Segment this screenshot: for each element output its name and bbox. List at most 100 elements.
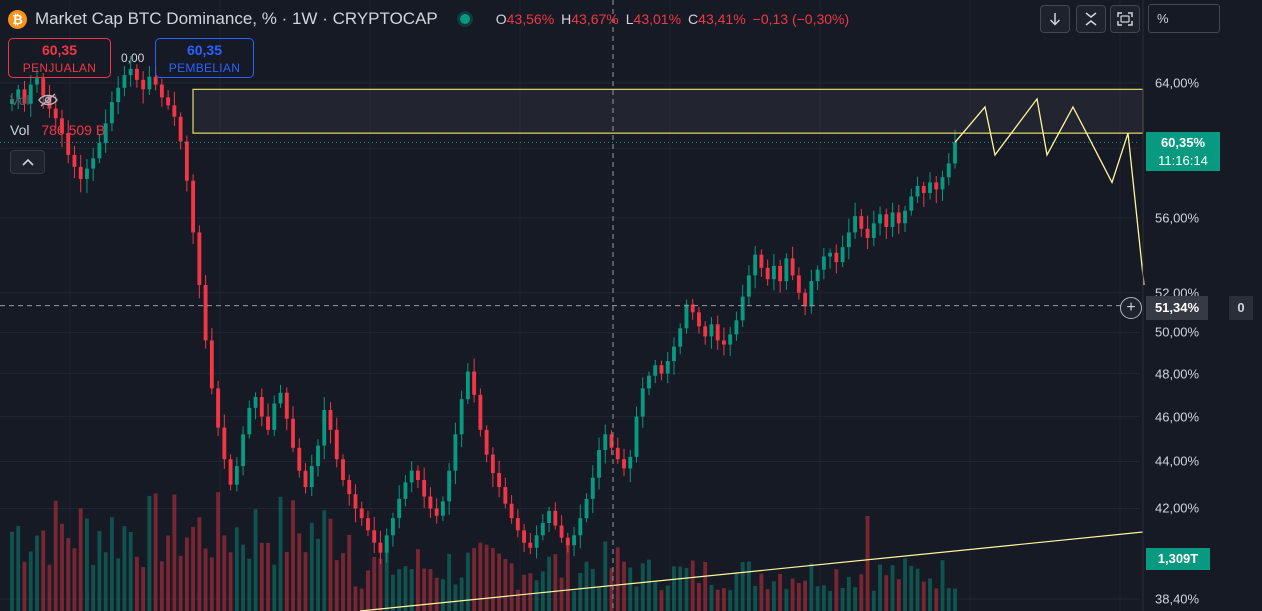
candle-body xyxy=(147,76,152,90)
axis-tick-label: 56,00% xyxy=(1155,210,1200,226)
candle-body xyxy=(859,216,864,229)
candle-body xyxy=(634,416,639,457)
scale-input[interactable]: % xyxy=(1148,4,1220,33)
volume-bar xyxy=(653,581,658,611)
volume-bar xyxy=(784,588,789,611)
candle-body xyxy=(784,258,789,282)
collapse-button[interactable] xyxy=(1076,5,1106,33)
volume-bar xyxy=(565,543,570,611)
candle-body xyxy=(846,232,851,248)
candle-body xyxy=(440,501,445,516)
volume-bar xyxy=(453,584,458,611)
eye-off-icon[interactable] xyxy=(37,92,59,108)
bitcoin-icon: ₿ xyxy=(8,9,27,29)
add-alert-button[interactable]: + xyxy=(1120,297,1142,319)
crosshair-extra-label: 0 xyxy=(1229,296,1253,320)
volume-bar xyxy=(740,561,745,611)
candle-body xyxy=(328,410,333,430)
volume-bar xyxy=(97,531,102,611)
volume-bar xyxy=(72,548,77,611)
axis-tick-label: 48,00% xyxy=(1155,366,1200,382)
volume-bar xyxy=(247,558,252,611)
volume-bar xyxy=(615,547,620,611)
axis-tick-label: 64,00% xyxy=(1155,75,1200,91)
volume-bar xyxy=(903,558,907,611)
fullscreen-icon xyxy=(1117,12,1133,26)
candle-body xyxy=(547,510,552,524)
volume-bar xyxy=(216,492,221,611)
candle-body xyxy=(241,434,246,467)
candle-body xyxy=(428,496,433,509)
volume-bar xyxy=(222,535,227,611)
candle-body xyxy=(465,371,470,400)
candle-body xyxy=(578,518,583,536)
candle-body xyxy=(778,265,783,282)
candle-body xyxy=(628,456,633,469)
last-price-label: 60,35% 11:16:14 xyxy=(1146,132,1220,171)
volume-bar xyxy=(184,537,189,611)
buy-price: 60,35 xyxy=(186,42,223,58)
candle-body xyxy=(528,542,533,548)
volume-bar xyxy=(622,561,626,611)
candle-body xyxy=(565,537,570,546)
projection-path xyxy=(954,97,1145,286)
volume-bar xyxy=(940,560,945,611)
volume-bar xyxy=(909,565,914,611)
candle-body xyxy=(884,214,889,227)
candle-body xyxy=(896,212,901,224)
volume-bar xyxy=(840,587,845,611)
candle-body xyxy=(322,410,327,446)
volume-bar xyxy=(128,532,133,611)
volume-bar xyxy=(497,553,502,611)
volume-bar xyxy=(659,590,664,611)
candle-body xyxy=(453,434,458,471)
candle-body xyxy=(759,254,764,268)
volume-bar xyxy=(522,574,527,611)
resistance-zone xyxy=(192,88,1144,134)
candle-body xyxy=(266,416,270,430)
volume-bar xyxy=(403,566,408,611)
collapse-icon xyxy=(1085,12,1097,26)
volume-last-label: 1,309T xyxy=(1146,548,1210,570)
sell-button[interactable]: 60,35 PENJUALAN xyxy=(8,38,111,78)
candle-body xyxy=(97,143,102,159)
candle-body xyxy=(903,210,907,224)
candle-body xyxy=(796,275,801,293)
fullscreen-button[interactable] xyxy=(1110,5,1140,33)
candle-body xyxy=(316,445,320,467)
sell-price: 60,35 xyxy=(41,42,78,58)
hidden-volume-legend[interactable]: Vol xyxy=(10,92,59,108)
volume-bar xyxy=(159,561,164,611)
volume-bar xyxy=(746,561,751,611)
buy-button[interactable]: 60,35 PEMBELIAN xyxy=(155,38,254,78)
arrow-down-icon xyxy=(1049,13,1061,26)
candle-body xyxy=(865,228,870,238)
candle-body xyxy=(665,361,670,374)
candle-body xyxy=(447,470,452,502)
scroll-to-realtime-button[interactable] xyxy=(1040,5,1070,33)
candle-body xyxy=(553,510,558,526)
candle-body xyxy=(116,87,121,103)
volume-bar xyxy=(35,535,39,611)
sell-label: PENJUALAN xyxy=(22,61,97,75)
candle-body xyxy=(259,397,264,417)
volume-bar xyxy=(559,577,564,611)
candle-body xyxy=(809,281,814,307)
volume-bar xyxy=(228,552,233,611)
symbol-title[interactable]: Market Cap BTC Dominance, % · 1W · CRYPT… xyxy=(35,9,438,28)
candle-body xyxy=(484,429,489,455)
volume-bar xyxy=(547,556,552,611)
candle-body xyxy=(478,394,483,430)
volume-bar xyxy=(578,573,583,611)
candle-body xyxy=(597,450,601,478)
candle-body xyxy=(366,518,370,531)
candle-body xyxy=(940,177,945,190)
hidden-volume-label: Vol xyxy=(10,92,30,108)
candle-body xyxy=(384,535,389,553)
volume-bar xyxy=(597,586,601,611)
candle-body xyxy=(415,470,420,481)
volume-bar xyxy=(60,523,64,611)
collapse-legend-button[interactable] xyxy=(10,150,45,174)
volume-bar xyxy=(678,566,683,611)
